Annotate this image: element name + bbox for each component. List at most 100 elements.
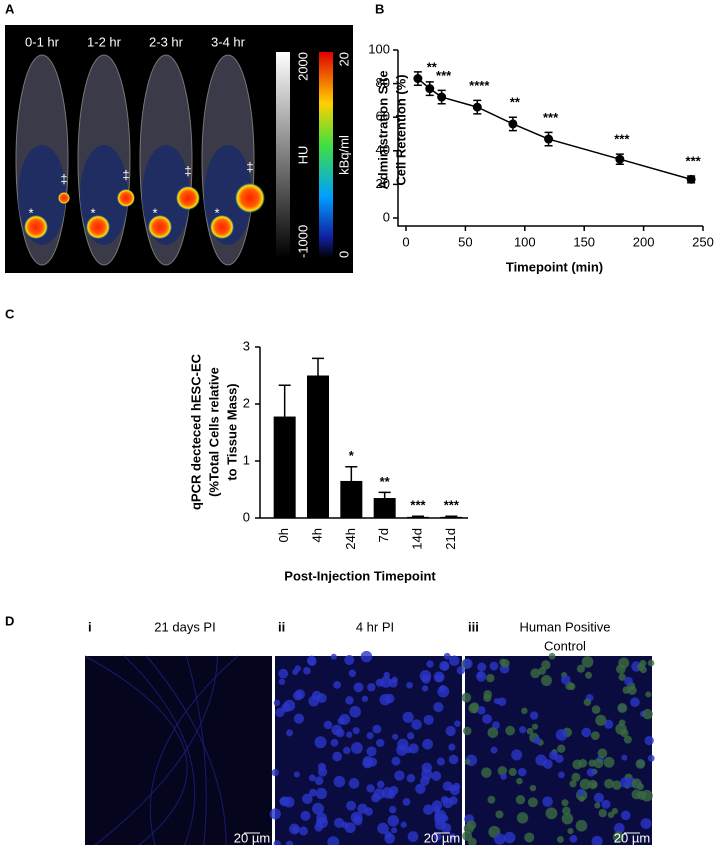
nucleus bbox=[621, 754, 628, 761]
x-tick-label: 150 bbox=[573, 234, 595, 249]
nucleus bbox=[497, 697, 507, 707]
y-tick-label: 0 bbox=[383, 209, 390, 224]
nucleus bbox=[491, 721, 500, 730]
nucleus bbox=[445, 725, 456, 737]
x-tick-label: 100 bbox=[514, 234, 536, 249]
nucleus bbox=[330, 738, 339, 747]
nucleus bbox=[352, 727, 360, 735]
nucleus bbox=[620, 810, 631, 821]
nucleus bbox=[647, 754, 655, 762]
image-title: Control bbox=[544, 638, 586, 653]
fiber bbox=[186, 655, 207, 845]
nucleus bbox=[360, 650, 373, 663]
panel-label: B bbox=[375, 1, 384, 16]
nucleus bbox=[394, 770, 405, 781]
hu-title: HU bbox=[295, 146, 310, 165]
nucleus bbox=[333, 775, 346, 788]
nucleus bbox=[456, 665, 466, 675]
nucleus bbox=[433, 832, 442, 841]
error-bar bbox=[378, 491, 391, 499]
nucleus bbox=[376, 738, 385, 748]
nucleus bbox=[494, 833, 506, 845]
nucleus bbox=[575, 819, 588, 832]
hotspot bbox=[235, 183, 265, 213]
y-tick-label: 20 bbox=[376, 176, 390, 191]
nucleus bbox=[515, 794, 526, 805]
dagger-marker: ‡ bbox=[246, 159, 253, 174]
frame-label: 0-1 hr bbox=[25, 34, 60, 49]
nucleus bbox=[349, 705, 361, 718]
nucleus bbox=[275, 707, 285, 718]
nucleus bbox=[314, 776, 324, 785]
x-tick-label: 4h bbox=[309, 528, 324, 542]
nucleus bbox=[433, 702, 444, 713]
nucleus bbox=[477, 706, 486, 715]
nucleus bbox=[618, 673, 626, 681]
nucleus bbox=[640, 818, 652, 829]
nucleus bbox=[601, 799, 611, 809]
nucleus bbox=[384, 693, 395, 704]
nucleus bbox=[327, 836, 340, 845]
star-marker: * bbox=[214, 205, 219, 220]
image-title: 21 days PI bbox=[154, 619, 215, 634]
nucleus bbox=[345, 696, 354, 705]
x-axis-label: Timepoint (min) bbox=[506, 259, 603, 274]
nucleus bbox=[396, 744, 408, 756]
nucleus bbox=[612, 831, 625, 843]
x-tick-label: 7d bbox=[376, 528, 391, 542]
fiber bbox=[84, 655, 188, 845]
error-bar bbox=[312, 357, 324, 376]
nucleus bbox=[376, 780, 385, 789]
nucleus bbox=[433, 806, 441, 814]
nucleus bbox=[286, 729, 293, 737]
nucleus bbox=[317, 767, 328, 777]
frame-label: 3-4 hr bbox=[211, 34, 246, 49]
nucleus bbox=[448, 754, 459, 765]
nucleus bbox=[581, 727, 592, 738]
nucleus bbox=[273, 699, 281, 707]
nucleus bbox=[533, 736, 541, 745]
nucleus bbox=[578, 758, 588, 768]
nucleus bbox=[371, 793, 381, 803]
x-tick-label: 24h bbox=[343, 528, 358, 550]
nucleus bbox=[604, 719, 614, 729]
nucleus bbox=[452, 782, 461, 791]
nucleus bbox=[411, 719, 422, 730]
y-tick-label: 0 bbox=[243, 509, 250, 524]
nucleus bbox=[594, 802, 601, 809]
nucleus bbox=[597, 748, 608, 759]
nucleus bbox=[567, 828, 574, 835]
nucleus bbox=[402, 711, 414, 723]
hu-min: -1000 bbox=[295, 225, 310, 258]
nucleus bbox=[569, 780, 577, 788]
nucleus bbox=[346, 800, 357, 811]
bar bbox=[373, 498, 396, 518]
nucleus bbox=[620, 777, 631, 788]
nucleus bbox=[415, 783, 426, 794]
nucleus bbox=[285, 840, 294, 845]
image-title: 4 hr PI bbox=[356, 619, 394, 634]
nucleus bbox=[486, 673, 495, 683]
panel-label: C bbox=[5, 306, 15, 321]
nucleus bbox=[423, 714, 434, 725]
bar bbox=[407, 516, 429, 518]
y-tick-label: 3 bbox=[243, 338, 250, 353]
nucleus bbox=[501, 659, 510, 668]
nucleus bbox=[333, 817, 345, 828]
nucleus bbox=[647, 659, 655, 667]
nucleus bbox=[348, 778, 360, 789]
hu-max: 2000 bbox=[295, 52, 310, 81]
point bbox=[686, 174, 696, 184]
scale-label: 20 µm bbox=[424, 830, 460, 845]
nucleus bbox=[531, 723, 539, 730]
nucleus bbox=[583, 698, 592, 706]
nucleus bbox=[283, 699, 296, 712]
x-tick-label: 0 bbox=[402, 234, 409, 249]
point bbox=[508, 119, 518, 129]
y-axis-label: Cell Retention (%) bbox=[393, 74, 408, 185]
frame-label: 2-3 hr bbox=[149, 34, 184, 49]
nucleus bbox=[617, 702, 628, 714]
significance: *** bbox=[614, 132, 630, 147]
nucleus bbox=[591, 835, 603, 845]
